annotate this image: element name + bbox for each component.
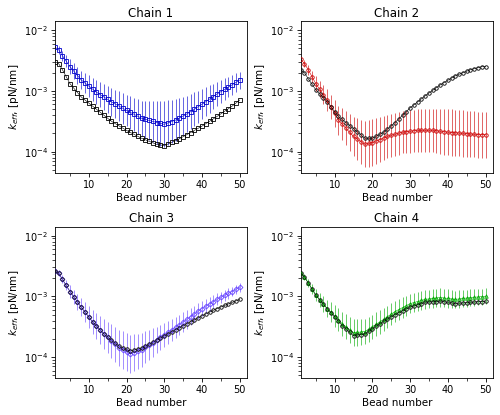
X-axis label: Bead number: Bead number	[116, 193, 186, 203]
X-axis label: Bead number: Bead number	[362, 398, 432, 408]
Y-axis label: $k_{eff}$, [pN/nm]: $k_{eff}$, [pN/nm]	[7, 269, 21, 336]
Title: Chain 3: Chain 3	[128, 212, 174, 225]
Title: Chain 4: Chain 4	[374, 212, 420, 225]
X-axis label: Bead number: Bead number	[116, 398, 186, 408]
Y-axis label: $k_{eff}$, [pN/nm]: $k_{eff}$, [pN/nm]	[253, 269, 267, 336]
Title: Chain 1: Chain 1	[128, 7, 174, 20]
X-axis label: Bead number: Bead number	[362, 193, 432, 203]
Title: Chain 2: Chain 2	[374, 7, 420, 20]
Y-axis label: $k_{eff}$, [pN/nm]: $k_{eff}$, [pN/nm]	[253, 64, 267, 130]
Y-axis label: $k_{eff}$, [pN/nm]: $k_{eff}$, [pN/nm]	[7, 64, 21, 130]
